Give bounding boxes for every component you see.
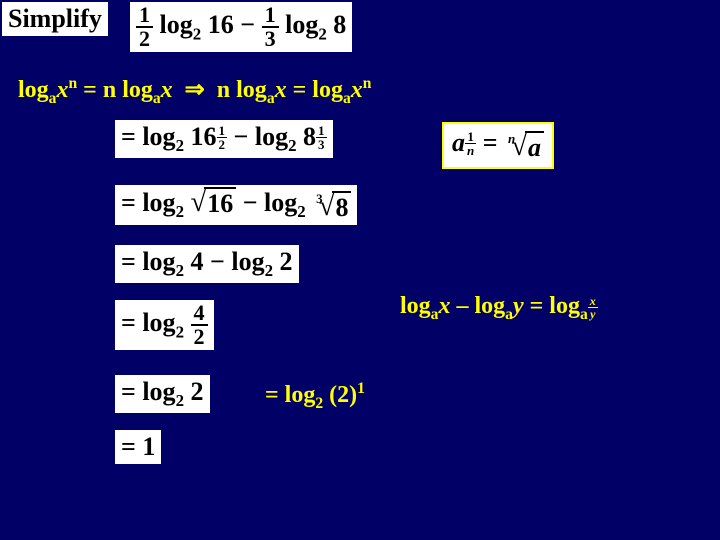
step5: = log2 2 (115, 375, 210, 413)
s5-a: 2 (191, 377, 204, 406)
ex-mid: (2) (323, 382, 357, 408)
s2-b1: 2 (176, 202, 184, 221)
s1-b2: 2 (288, 136, 296, 155)
s1-a2: 8 (303, 122, 316, 151)
s2-b2: 2 (297, 202, 305, 221)
r1r-a2: a (343, 90, 351, 107)
p-base2: 2 (318, 24, 326, 43)
s2-a1: 16 (204, 187, 236, 219)
s1-b1: 2 (176, 136, 184, 155)
p-op: − (240, 10, 255, 39)
p-arg2: 8 (333, 10, 346, 39)
step3: = log2 4 − log2 2 (115, 245, 299, 283)
r2-a2: a (505, 306, 513, 323)
r2-x: x (438, 293, 450, 319)
r1r-x: x (275, 77, 287, 103)
s1-e2d: 3 (316, 138, 327, 151)
s1-e1d: 2 (217, 138, 228, 151)
r1l-x2: x (161, 77, 173, 103)
s6-v: 1 (142, 432, 155, 461)
r1l-n2: n (103, 77, 116, 103)
s1-e1n: 1 (217, 124, 228, 138)
s1-a1: 16 (191, 122, 217, 151)
id-1: 1 (465, 130, 476, 144)
quotient-rule: logax – logay = logaxy (400, 293, 598, 324)
coef2-num: 1 (262, 4, 279, 28)
r1r-n: n (217, 77, 230, 103)
step2: = log2 √16 − log2 3√8 (115, 185, 357, 225)
ex-sub: 2 (315, 395, 323, 412)
slide-title: Simplify (2, 2, 108, 36)
s2-a2: 8 (332, 191, 351, 223)
r2-a3: a (580, 306, 588, 323)
ex-sup: 1 (357, 380, 365, 397)
r2-y: y (513, 293, 524, 319)
id-a2: a (525, 131, 544, 163)
s3-b2: 2 (265, 261, 273, 280)
r1l-x: x (56, 77, 68, 103)
coef1-den: 2 (136, 28, 153, 50)
p-base1: 2 (193, 24, 201, 43)
r2-y2: y (588, 308, 597, 320)
s3-a2: 2 (280, 247, 293, 276)
r1l-n: n (68, 75, 77, 92)
p-arg1: 16 (208, 10, 234, 39)
s5-b: 2 (176, 391, 184, 410)
power-rule: logaxn = n logax ⇒ n logax = logaxn (18, 75, 371, 108)
s3-a1: 4 (191, 247, 204, 276)
coef2-den: 3 (262, 28, 279, 50)
r1r-a: a (267, 90, 275, 107)
r1r-x2: x (351, 77, 363, 103)
r1l-a2: a (153, 90, 161, 107)
step4: = log2 42 (115, 300, 214, 350)
id-a: a (452, 128, 465, 157)
step6: = 1 (115, 430, 161, 464)
r1r-n2: n (363, 75, 372, 92)
s4-b: 2 (176, 322, 184, 341)
step1: = log2 1612 − log2 813 (115, 120, 333, 158)
coef1-num: 1 (136, 4, 153, 28)
extra-step: = log2 (2)1 (265, 380, 365, 413)
id-n2: n (508, 131, 515, 147)
id-n: n (465, 144, 476, 157)
s4-d: 2 (191, 326, 208, 348)
s2-idx: 3 (316, 191, 323, 207)
s4-n: 4 (191, 302, 208, 326)
ex-pre: = log (265, 382, 315, 408)
s3-b1: 2 (176, 261, 184, 280)
problem-expression: 12 log2 16 − 13 log2 8 (130, 2, 352, 52)
s1-e2n: 1 (316, 124, 327, 138)
root-identity: a1n = n√a (442, 122, 554, 169)
